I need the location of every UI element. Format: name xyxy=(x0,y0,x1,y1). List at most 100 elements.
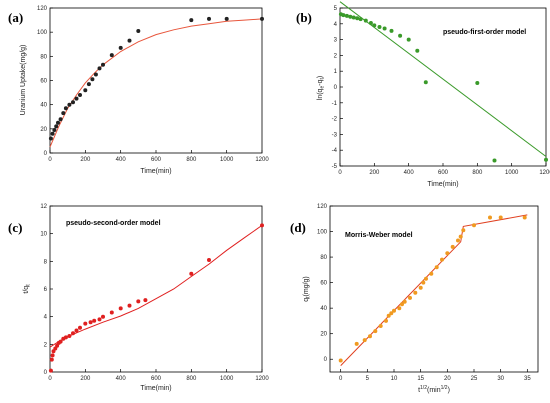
data-point xyxy=(415,48,420,53)
data-point xyxy=(83,321,88,326)
y-tick-label: -5 xyxy=(332,164,338,170)
data-point xyxy=(118,45,123,50)
data-point xyxy=(92,318,97,323)
data-point xyxy=(408,295,412,300)
x-tick-label: 800 xyxy=(186,376,197,382)
x-tick-label: 30 xyxy=(497,376,504,382)
data-point xyxy=(378,324,383,328)
data-point xyxy=(445,251,450,256)
y-tick-label: 0 xyxy=(324,357,328,363)
x-tick-label: 25 xyxy=(471,376,478,382)
data-points xyxy=(338,12,548,163)
data-point xyxy=(440,257,444,262)
y-tick-label: 12 xyxy=(40,204,47,210)
data-point xyxy=(373,329,378,334)
data-point xyxy=(492,158,497,163)
data-point xyxy=(93,72,98,77)
x-tick-label: 200 xyxy=(369,170,380,176)
data-point xyxy=(61,111,66,116)
data-point xyxy=(58,117,63,122)
data-point xyxy=(372,23,377,28)
x-ticks: 0 200 400 600 800 1000 1200 xyxy=(338,163,550,176)
data-point xyxy=(351,15,356,20)
data-point xyxy=(207,16,211,21)
y-ticks: 0 2 4 6 8 10 12 xyxy=(40,204,53,376)
data-point xyxy=(78,93,82,97)
y-tick-label: 3 xyxy=(334,38,338,44)
x-axis-label: Time(min) xyxy=(427,181,458,188)
x-tick-label: 1200 xyxy=(539,170,550,176)
x-tick-label: 400 xyxy=(116,157,127,163)
y-tick-label: 0 xyxy=(44,370,48,376)
panel-label: (d) xyxy=(290,220,306,235)
data-point xyxy=(384,318,388,323)
panel-d: (d) 0 5 10 15 20 25 30 35 0 20 40 60 80 100 120 t1/2(… xyxy=(290,204,539,394)
data-point xyxy=(348,14,353,19)
x-tick-label: 1000 xyxy=(220,157,234,163)
y-ticks: 0 20 40 60 80 100 120 xyxy=(317,204,333,363)
data-point xyxy=(344,13,349,18)
fit-line xyxy=(49,224,263,348)
data-point xyxy=(90,77,95,82)
data-point xyxy=(368,21,373,25)
y-tick-label: -3 xyxy=(332,132,338,138)
data-point xyxy=(362,338,367,343)
data-point xyxy=(48,136,53,141)
x-tick-label: 5 xyxy=(366,376,370,382)
fit-line xyxy=(49,18,263,148)
data-point xyxy=(475,81,480,85)
y-axis-label: ln(qe-qt) xyxy=(317,76,326,100)
panel-b: (b) 0 200 400 600 800 1000 1200 5 4 3 2 1 0 -1 -2 -3 -4… xyxy=(296,1,550,188)
y-tick-label: 8 xyxy=(44,259,48,265)
y-tick-label: -2 xyxy=(332,117,338,123)
data-point xyxy=(189,18,194,23)
model-label: Morris-Weber model xyxy=(345,232,413,239)
x-tick-label: 15 xyxy=(417,376,424,382)
x-tick-label: 10 xyxy=(391,376,398,382)
fit-line xyxy=(339,1,547,157)
data-point xyxy=(56,120,60,125)
x-tick-label: 20 xyxy=(444,376,451,382)
data-point xyxy=(402,299,407,304)
model-label: pseudo-second-order model xyxy=(66,220,161,227)
panel-label: (a) xyxy=(8,10,23,25)
data-point xyxy=(389,311,394,316)
data-point xyxy=(118,306,123,311)
data-point xyxy=(74,96,79,101)
data-point xyxy=(358,17,363,22)
data-point xyxy=(260,223,264,228)
y-tick-label: 120 xyxy=(317,204,328,210)
y-tick-label: 4 xyxy=(334,22,338,28)
x-tick-label: 0 xyxy=(339,376,343,382)
y-tick-label: -4 xyxy=(332,148,338,154)
y-tick-label: 20 xyxy=(40,127,47,133)
data-point xyxy=(522,215,527,220)
x-tick-label: 800 xyxy=(186,157,197,163)
x-tick-label: 600 xyxy=(438,170,449,176)
data-point xyxy=(354,341,359,346)
y-tick-label: 0 xyxy=(44,151,48,157)
x-tick-label: 35 xyxy=(524,376,531,382)
model-label: pseudo-first-order model xyxy=(443,29,526,36)
data-point xyxy=(109,53,114,58)
data-point xyxy=(260,16,264,21)
data-points xyxy=(48,223,264,373)
data-point xyxy=(71,100,75,105)
data-point xyxy=(498,215,503,220)
panel-a: (a) 0 200 400 600 800 1000 1200 0 20 40 60 80 100 12… xyxy=(8,6,269,175)
plot-frame xyxy=(49,205,263,373)
data-point xyxy=(472,223,476,228)
data-point xyxy=(413,290,418,295)
y-tick-label: 10 xyxy=(40,232,47,238)
x-tick-label: 600 xyxy=(151,157,162,163)
y-tick-label: 4 xyxy=(44,315,48,321)
x-ticks: 0 200 400 600 800 1000 1200 xyxy=(48,369,269,382)
x-tick-label: 200 xyxy=(80,376,91,382)
x-tick-label: 1200 xyxy=(255,157,269,163)
data-point xyxy=(52,128,57,132)
data-point xyxy=(450,244,455,249)
data-points xyxy=(48,16,264,141)
x-tick-label: 800 xyxy=(472,170,483,176)
panel-label: (c) xyxy=(8,220,22,235)
x-ticks: 0 5 10 15 20 25 30 35 xyxy=(339,369,531,382)
